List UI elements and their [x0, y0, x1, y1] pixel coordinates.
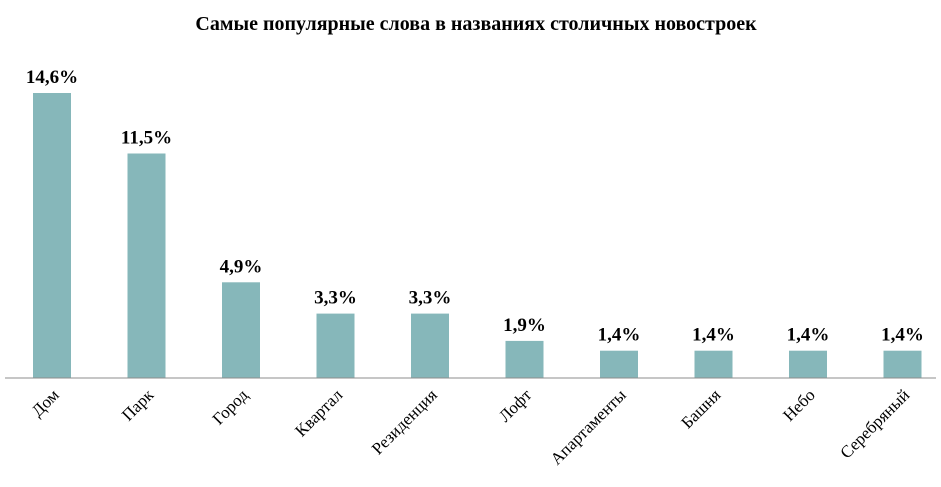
data-label-9: 1,4% — [787, 325, 830, 346]
category-label-3: Город — [209, 385, 252, 428]
category-label-2: Парк — [118, 385, 158, 425]
category-label-4: Квартал — [291, 385, 346, 440]
data-label-5: 3,3% — [409, 288, 452, 309]
chart-title: Самые популярные слова в названиях столи… — [195, 13, 757, 35]
category-label-1: Дом — [28, 385, 63, 420]
bar-7 — [600, 350, 638, 378]
category-label-10: Серебряный — [836, 385, 913, 462]
bar-9 — [789, 350, 827, 378]
bar-6 — [505, 340, 544, 378]
category-label-5: Резиденция — [368, 385, 441, 458]
data-label-7: 1,4% — [598, 325, 641, 346]
category-label-7: Апартаменты — [547, 385, 631, 469]
data-label-4: 3,3% — [314, 288, 357, 309]
data-label-6: 1,9% — [503, 315, 546, 336]
bar-3 — [222, 282, 260, 378]
bar-2 — [127, 153, 166, 378]
data-label-8: 1,4% — [692, 325, 735, 346]
bar-5 — [411, 313, 449, 378]
bar-10 — [883, 350, 922, 378]
bars-group — [33, 93, 922, 378]
bar-8 — [694, 350, 733, 378]
bar-4 — [316, 313, 355, 378]
category-label-6: Лофт — [495, 385, 536, 426]
bar-1 — [33, 93, 71, 378]
data-label-10: 1,4% — [881, 325, 924, 346]
data-labels-group: 14,6% 11,5% 4,9% 3,3% 3,3% 1,9% 1,4% 1,4% 1,4% 1,… — [26, 67, 924, 346]
data-label-2: 11,5% — [121, 128, 172, 149]
category-ticks-group: Дом Парк Город Квартал Резиденция Лофт Апартам… — [28, 385, 914, 469]
category-label-9: Небо — [779, 385, 819, 425]
data-label-1: 14,6% — [26, 67, 78, 88]
data-label-3: 4,9% — [220, 256, 263, 277]
category-label-8: Башня — [677, 385, 724, 432]
